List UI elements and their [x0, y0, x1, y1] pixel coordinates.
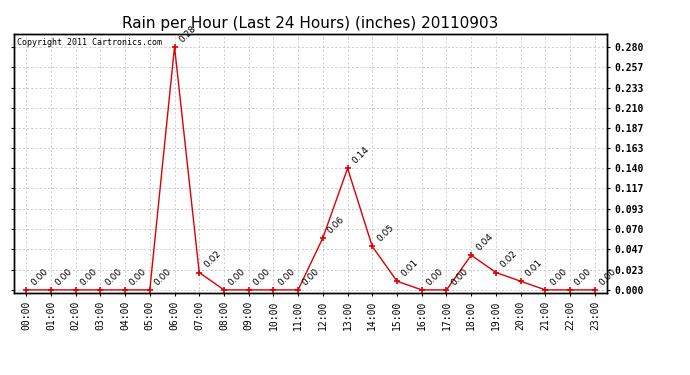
Text: 0.00: 0.00 [598, 267, 618, 287]
Text: 0.00: 0.00 [301, 267, 322, 287]
Text: 0.00: 0.00 [54, 267, 75, 287]
Text: 0.00: 0.00 [29, 267, 50, 287]
Text: 0.00: 0.00 [424, 267, 445, 287]
Text: 0.00: 0.00 [449, 267, 470, 287]
Text: 0.01: 0.01 [524, 258, 544, 278]
Text: 0.05: 0.05 [375, 223, 395, 244]
Text: 0.00: 0.00 [276, 267, 297, 287]
Text: 0.02: 0.02 [499, 249, 519, 270]
Text: 0.00: 0.00 [79, 267, 99, 287]
Text: 0.01: 0.01 [400, 258, 420, 278]
Text: 0.06: 0.06 [326, 214, 346, 235]
Text: 0.00: 0.00 [251, 267, 272, 287]
Text: 0.00: 0.00 [573, 267, 593, 287]
Text: 0.00: 0.00 [227, 267, 247, 287]
Text: 0.00: 0.00 [548, 267, 569, 287]
Text: 0.00: 0.00 [152, 267, 173, 287]
Text: 0.02: 0.02 [202, 249, 222, 270]
Text: 0.00: 0.00 [128, 267, 148, 287]
Text: Copyright 2011 Cartronics.com: Copyright 2011 Cartronics.com [17, 38, 161, 46]
Text: 0.00: 0.00 [103, 267, 124, 287]
Title: Rain per Hour (Last 24 Hours) (inches) 20110903: Rain per Hour (Last 24 Hours) (inches) 2… [122, 16, 499, 31]
Text: 0.28: 0.28 [177, 24, 198, 44]
Text: 0.14: 0.14 [351, 145, 371, 165]
Text: 0.04: 0.04 [474, 232, 495, 252]
